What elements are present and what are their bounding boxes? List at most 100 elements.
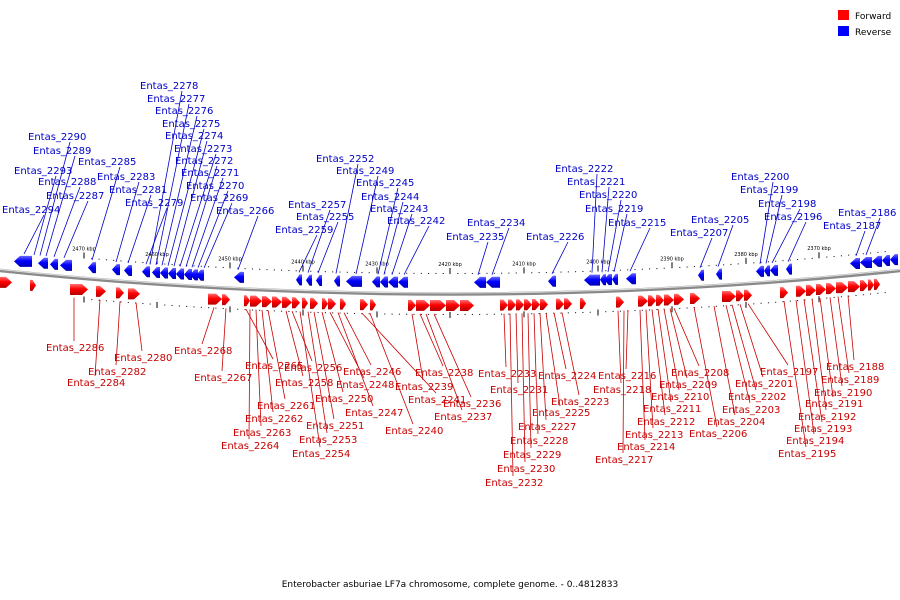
reverse-gene-label[interactable]: Entas_2243 bbox=[370, 204, 428, 215]
reverse-gene-label[interactable]: Entas_2273 bbox=[174, 144, 232, 155]
forward-gene-label[interactable]: Entas_2232 bbox=[485, 478, 543, 489]
forward-gene-label[interactable]: Entas_2264 bbox=[221, 441, 279, 452]
reverse-gene-arrow[interactable] bbox=[604, 274, 612, 286]
forward-gene-arrow[interactable] bbox=[96, 285, 106, 297]
forward-gene-label[interactable]: Entas_2263 bbox=[233, 428, 291, 439]
forward-gene-label[interactable]: Entas_2194 bbox=[786, 436, 844, 447]
reverse-gene-label[interactable]: Entas_2234 bbox=[467, 218, 525, 229]
forward-gene-label[interactable]: Entas_2229 bbox=[503, 450, 561, 461]
reverse-gene-label[interactable]: Entas_2255 bbox=[296, 212, 354, 223]
reverse-gene-label[interactable]: Entas_2252 bbox=[316, 154, 374, 165]
reverse-gene-label[interactable]: Entas_2249 bbox=[336, 166, 394, 177]
forward-gene-arrow[interactable] bbox=[302, 297, 308, 309]
forward-gene-label[interactable]: Entas_2214 bbox=[617, 442, 675, 453]
forward-gene-label[interactable]: Entas_2191 bbox=[805, 399, 863, 410]
reverse-gene-label[interactable]: Entas_2293 bbox=[14, 166, 72, 177]
forward-gene-label[interactable]: Entas_2224 bbox=[538, 371, 596, 382]
reverse-gene-arrow[interactable] bbox=[196, 269, 204, 281]
forward-gene-arrow[interactable] bbox=[416, 299, 430, 311]
reverse-gene-label[interactable]: Entas_2207 bbox=[670, 228, 728, 239]
forward-gene-arrow[interactable] bbox=[874, 278, 880, 290]
forward-gene-label[interactable]: Entas_2233 bbox=[478, 369, 536, 380]
reverse-gene-arrow[interactable] bbox=[612, 273, 618, 285]
reverse-gene-arrow[interactable] bbox=[112, 264, 120, 276]
forward-gene-arrow[interactable] bbox=[310, 297, 318, 309]
forward-gene-arrow[interactable] bbox=[564, 298, 572, 310]
reverse-gene-arrow[interactable] bbox=[388, 276, 398, 288]
forward-gene-label[interactable]: Entas_2258 bbox=[275, 378, 333, 389]
forward-gene-arrow[interactable] bbox=[370, 299, 376, 311]
reverse-gene-label[interactable]: Entas_2259 bbox=[275, 225, 333, 236]
forward-gene-label[interactable]: Entas_2240 bbox=[385, 426, 443, 437]
forward-gene-arrow[interactable] bbox=[796, 285, 806, 297]
forward-gene-label[interactable]: Entas_2237 bbox=[434, 412, 492, 423]
reverse-gene-label[interactable]: Entas_2199 bbox=[740, 185, 798, 196]
forward-gene-arrow[interactable] bbox=[816, 284, 826, 296]
forward-gene-arrow[interactable] bbox=[648, 295, 656, 307]
reverse-gene-arrow[interactable] bbox=[770, 264, 778, 276]
reverse-gene-arrow[interactable] bbox=[306, 274, 312, 286]
reverse-gene-arrow[interactable] bbox=[882, 254, 890, 266]
reverse-gene-label[interactable]: Entas_2198 bbox=[758, 199, 816, 210]
forward-gene-arrow[interactable] bbox=[674, 293, 684, 305]
reverse-gene-arrow[interactable] bbox=[786, 263, 792, 275]
forward-gene-arrow[interactable] bbox=[868, 279, 874, 291]
forward-gene-arrow[interactable] bbox=[556, 298, 564, 310]
reverse-gene-label[interactable]: Entas_2196 bbox=[764, 212, 822, 223]
forward-gene-label[interactable]: Entas_2250 bbox=[315, 394, 373, 405]
forward-gene-arrow[interactable] bbox=[128, 288, 140, 300]
forward-gene-label[interactable]: Entas_2201 bbox=[735, 379, 793, 390]
forward-gene-label[interactable]: Entas_2212 bbox=[637, 417, 695, 428]
forward-gene-arrow[interactable] bbox=[780, 287, 788, 299]
forward-gene-arrow[interactable] bbox=[656, 294, 664, 306]
reverse-gene-arrow[interactable] bbox=[486, 276, 500, 288]
forward-gene-label[interactable]: Entas_2206 bbox=[689, 429, 747, 440]
forward-gene-arrow[interactable] bbox=[222, 294, 230, 306]
forward-gene-arrow[interactable] bbox=[616, 296, 624, 308]
reverse-gene-arrow[interactable] bbox=[626, 273, 636, 285]
forward-gene-arrow[interactable] bbox=[282, 296, 292, 308]
forward-gene-label[interactable]: Entas_2286 bbox=[46, 343, 104, 354]
reverse-gene-label[interactable]: Entas_2294 bbox=[2, 205, 60, 216]
forward-gene-arrow[interactable] bbox=[408, 299, 416, 311]
reverse-gene-arrow[interactable] bbox=[234, 271, 244, 283]
forward-gene-label[interactable]: Entas_2280 bbox=[114, 353, 172, 364]
forward-gene-arrow[interactable] bbox=[516, 299, 524, 311]
reverse-gene-label[interactable]: Entas_2275 bbox=[162, 119, 220, 130]
forward-gene-arrow[interactable] bbox=[116, 287, 124, 299]
forward-gene-label[interactable]: Entas_2188 bbox=[826, 362, 884, 373]
reverse-gene-arrow[interactable] bbox=[316, 275, 322, 287]
forward-gene-label[interactable]: Entas_2282 bbox=[88, 367, 146, 378]
forward-gene-arrow[interactable] bbox=[722, 290, 736, 302]
forward-gene-label[interactable]: Entas_2192 bbox=[798, 412, 856, 423]
reverse-gene-arrow[interactable] bbox=[88, 262, 96, 274]
forward-gene-label[interactable]: Entas_2210 bbox=[651, 392, 709, 403]
reverse-gene-label[interactable]: Entas_2244 bbox=[361, 192, 419, 203]
forward-gene-arrow[interactable] bbox=[826, 283, 836, 295]
forward-gene-label[interactable]: Entas_2230 bbox=[497, 464, 555, 475]
reverse-gene-label[interactable]: Entas_2276 bbox=[155, 106, 213, 117]
reverse-gene-label[interactable]: Entas_2274 bbox=[165, 131, 223, 142]
forward-gene-label[interactable]: Entas_2246 bbox=[343, 367, 401, 378]
reverse-gene-label[interactable]: Entas_2271 bbox=[181, 168, 239, 179]
reverse-gene-label[interactable]: Entas_2257 bbox=[288, 200, 346, 211]
reverse-gene-label[interactable]: Entas_2277 bbox=[147, 94, 205, 105]
reverse-gene-label[interactable]: Entas_2288 bbox=[38, 177, 96, 188]
forward-gene-arrow[interactable] bbox=[664, 294, 674, 306]
forward-gene-label[interactable]: Entas_2265 bbox=[245, 361, 303, 372]
forward-gene-arrow[interactable] bbox=[322, 298, 328, 310]
reverse-gene-arrow[interactable] bbox=[50, 258, 58, 270]
forward-gene-label[interactable]: Entas_2238 bbox=[415, 368, 473, 379]
forward-gene-arrow[interactable] bbox=[500, 299, 508, 311]
reverse-gene-label[interactable]: Entas_2287 bbox=[46, 191, 104, 202]
forward-gene-arrow[interactable] bbox=[836, 282, 848, 294]
forward-gene-arrow[interactable] bbox=[0, 276, 12, 288]
forward-gene-arrow[interactable] bbox=[860, 280, 868, 292]
forward-gene-label[interactable]: Entas_2197 bbox=[760, 367, 818, 378]
forward-gene-arrow[interactable] bbox=[690, 293, 700, 305]
forward-gene-label[interactable]: Entas_2204 bbox=[707, 417, 765, 428]
reverse-gene-label[interactable]: Entas_2200 bbox=[731, 172, 789, 183]
reverse-gene-label[interactable]: Entas_2242 bbox=[387, 216, 445, 227]
reverse-gene-label[interactable]: Entas_2281 bbox=[109, 185, 167, 196]
forward-gene-label[interactable]: Entas_2203 bbox=[722, 405, 780, 416]
